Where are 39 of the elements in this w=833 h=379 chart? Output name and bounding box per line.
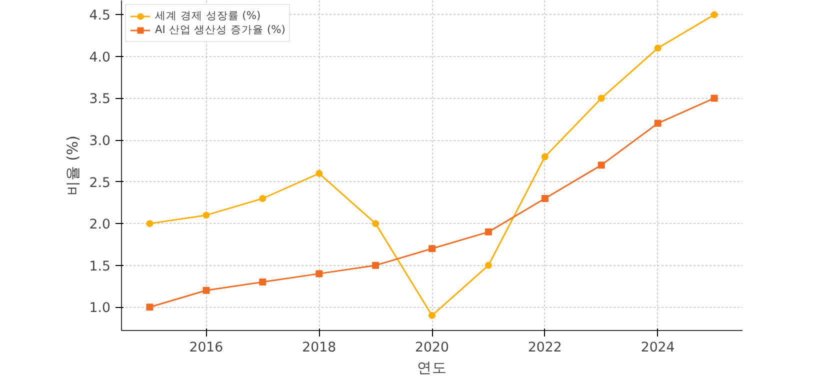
point	[259, 195, 266, 202]
point	[428, 245, 436, 252]
point	[146, 220, 154, 228]
point	[710, 11, 718, 18]
x-tick-label: 2020	[415, 340, 449, 356]
x-tick-label: 2016	[189, 340, 224, 356]
y-tick-label: 4.0	[89, 50, 111, 66]
point	[259, 278, 266, 286]
x-tick-label: 2018	[302, 340, 336, 356]
point	[654, 120, 662, 127]
legend-label: AI 산업 생산성 증가율 (%)	[155, 23, 286, 37]
point	[484, 262, 492, 269]
point	[710, 94, 718, 102]
point	[202, 286, 210, 294]
y-tick-label: 1.5	[89, 259, 111, 274]
legend-label: 세계 경제 성장률 (%)	[155, 9, 261, 23]
y-tick-label: 2.5	[89, 176, 111, 191]
x-tick-label: 2024	[640, 340, 675, 356]
point	[598, 94, 605, 102]
point	[541, 195, 548, 202]
y-tick-label: 3.0	[89, 134, 111, 150]
point	[598, 162, 605, 169]
y-tick-label: 1.0	[89, 301, 111, 316]
point	[428, 312, 436, 319]
point	[202, 212, 210, 219]
point	[484, 228, 492, 236]
point	[541, 153, 548, 160]
x-axis-title: 연도	[417, 360, 447, 376]
y-tick-label: 3.5	[89, 92, 111, 108]
y-tick-label: 2.0	[89, 218, 111, 233]
y-tick-label: 4.5	[89, 8, 111, 24]
point	[372, 220, 380, 228]
y-axis-title: 비율 (%)	[64, 135, 82, 196]
point	[316, 170, 323, 177]
point	[146, 304, 154, 311]
x-tick-label: 2022	[528, 340, 562, 356]
point	[654, 44, 662, 52]
point	[372, 262, 380, 269]
point	[316, 270, 323, 278]
